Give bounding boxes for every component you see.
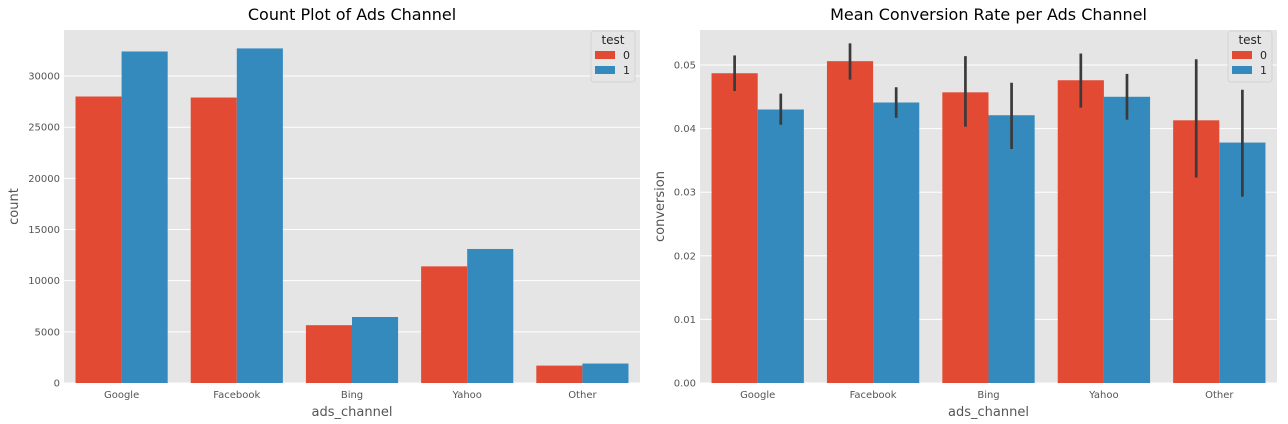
bar-facebook-test1 (873, 102, 920, 383)
legend-title: test (1238, 33, 1261, 47)
y-tick-label: 0 (54, 379, 60, 390)
bar-yahoo-test1 (1103, 96, 1151, 383)
bar-google-test0 (75, 96, 122, 383)
x-tick-label: Google (104, 390, 139, 401)
y-tick-label: 15000 (28, 225, 60, 236)
bar-facebook-test1 (236, 48, 283, 384)
bar-google-test1 (121, 51, 168, 383)
legend-label: 0 (1260, 49, 1267, 62)
y-tick-label: 0.00 (674, 379, 696, 390)
x-axis-label: ads_channel (312, 405, 393, 420)
bar-facebook-test0 (826, 61, 874, 383)
y-axis-label: conversion (653, 171, 668, 242)
bar-bing-test0 (942, 92, 989, 383)
bar-yahoo-test1 (467, 248, 514, 383)
legend-label: 0 (623, 49, 630, 62)
y-tick-label: 20000 (28, 174, 60, 185)
y-tick-label: 0.03 (674, 188, 696, 199)
bar-yahoo-test0 (1057, 80, 1104, 383)
y-tick-label: 10000 (28, 276, 60, 287)
x-tick-label: Bing (977, 390, 999, 401)
bar-facebook-test0 (190, 97, 237, 384)
y-tick-label: 25000 (28, 123, 60, 134)
bar-other-test0 (536, 365, 583, 383)
legend-label: 1 (623, 64, 630, 77)
x-tick-label: Other (1205, 390, 1234, 401)
legend-title: test (601, 33, 624, 47)
bar-bing-test0 (305, 325, 352, 383)
x-tick-label: Yahoo (451, 390, 481, 401)
chart-panel-1: 0 5000 10000 15000 20000 25000 30000 Google Face… (7, 5, 640, 420)
legend-swatch-test0 (1232, 51, 1252, 59)
x-tick-label: Yahoo (1088, 390, 1118, 401)
x-tick-label: Facebook (850, 390, 897, 401)
y-tick-label: 0.05 (674, 60, 696, 71)
y-tick-label: 0.02 (674, 251, 696, 262)
y-axis-label: count (7, 188, 22, 225)
chart-title: Mean Conversion Rate per Ads Channel (830, 5, 1147, 24)
x-tick-label: Bing (341, 390, 363, 401)
chart-title: Count Plot of Ads Channel (248, 5, 456, 24)
bar-google-test0 (711, 73, 758, 383)
x-tick-label: Other (568, 390, 597, 401)
legend: test 0 1 (1227, 30, 1273, 83)
y-tick-label: 0.04 (674, 124, 696, 135)
bar-other-test1 (582, 363, 629, 383)
y-tick-label: 30000 (28, 72, 60, 83)
bar-yahoo-test0 (421, 266, 468, 383)
y-tick-label: 5000 (35, 327, 60, 338)
bar-bing-test1 (352, 317, 399, 383)
x-axis-label: ads_channel (948, 405, 1029, 420)
legend-swatch-test1 (595, 66, 615, 74)
legend-swatch-test0 (595, 51, 615, 59)
y-tick-label: 0.01 (674, 315, 696, 326)
bar-google-test1 (757, 109, 804, 383)
legend: test 0 1 (590, 30, 636, 83)
bar-bing-test1 (988, 115, 1035, 384)
chart-panel-2: 0.00 0.01 0.02 0.03 0.04 0.05 Google Facebook Bi… (653, 5, 1277, 420)
x-tick-label: Google (740, 390, 775, 401)
legend-swatch-test1 (1232, 66, 1252, 74)
x-tick-label: Facebook (213, 390, 260, 401)
legend-label: 1 (1260, 64, 1267, 77)
